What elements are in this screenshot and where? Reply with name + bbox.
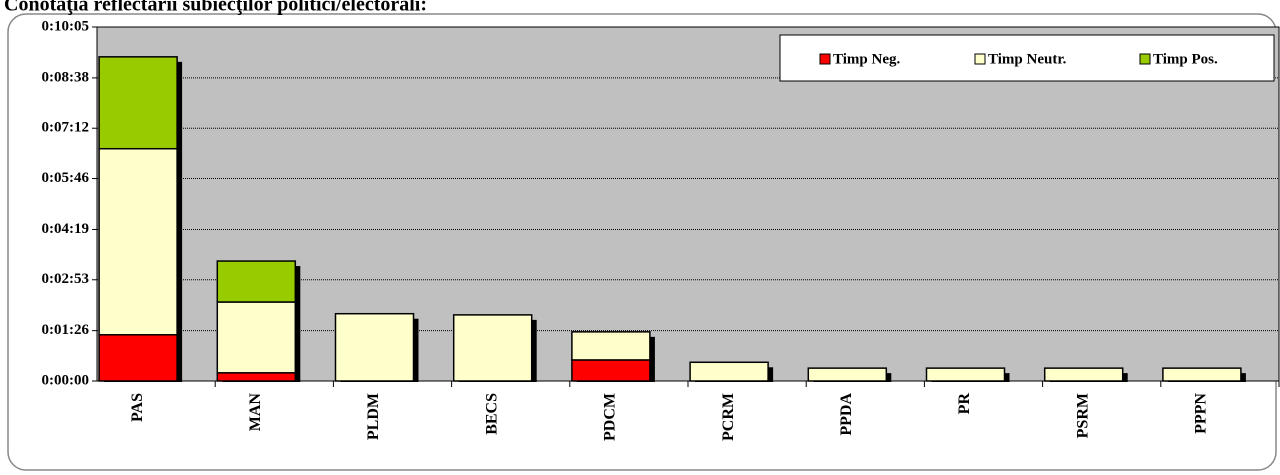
legend-box — [779, 34, 1275, 82]
x-tick-label: PDCM — [602, 393, 619, 441]
bar-segment — [452, 314, 533, 382]
y-tick-label: 0:07:12 — [42, 120, 90, 136]
bar-segment — [98, 334, 178, 382]
y-tick-label: 0:05:46 — [42, 170, 90, 186]
chart-title: Conotaţia reflectării subiecţilor politi… — [4, 0, 427, 16]
legend-swatch — [974, 53, 986, 65]
bar-segment — [807, 367, 888, 382]
legend: Timp Neg. Timp Neutr. Timp Pos. — [779, 34, 1275, 82]
bar-segment — [1162, 367, 1242, 382]
y-tick-label: 0:04:19 — [42, 221, 90, 237]
x-tick-label: MAN — [247, 393, 264, 432]
x-tick-label: PSRM — [1074, 393, 1091, 438]
x-tick-label: BECS — [483, 393, 500, 435]
y-tick-label: 0:08:38 — [42, 69, 90, 85]
y-tick-label: 0:10:05 — [42, 18, 90, 34]
bar-segment — [571, 331, 651, 361]
bar-segment — [216, 301, 297, 374]
legend-swatch — [1139, 53, 1151, 65]
bar-segment — [216, 260, 297, 303]
legend-swatch — [819, 53, 831, 65]
x-tick-label: PPPN — [1193, 393, 1210, 434]
y-tick-label: 0:02:53 — [42, 271, 90, 287]
x-tick-label: PAS — [129, 393, 146, 422]
x-tick-label: PLDM — [365, 393, 382, 440]
bar-segment — [98, 56, 178, 150]
y-tick-label: 0:00:00 — [42, 372, 90, 388]
x-tick-label: PR — [956, 393, 973, 415]
y-tick-label: 0:01:26 — [42, 322, 90, 338]
bar-segment — [98, 147, 178, 336]
bar-segment — [334, 312, 415, 382]
x-tick-label: PCRM — [720, 393, 737, 441]
legend-label: Timp Pos. — [1153, 51, 1218, 67]
bar-segment — [571, 359, 651, 382]
legend-label: Timp Neutr. — [988, 51, 1067, 67]
legend-label: Timp Neg. — [833, 51, 900, 67]
bar-segment — [1043, 367, 1124, 382]
bar-segment — [216, 372, 297, 382]
x-tick-label: PPDA — [838, 393, 855, 436]
bar-segment — [689, 361, 769, 382]
bar-segment — [925, 367, 1006, 382]
